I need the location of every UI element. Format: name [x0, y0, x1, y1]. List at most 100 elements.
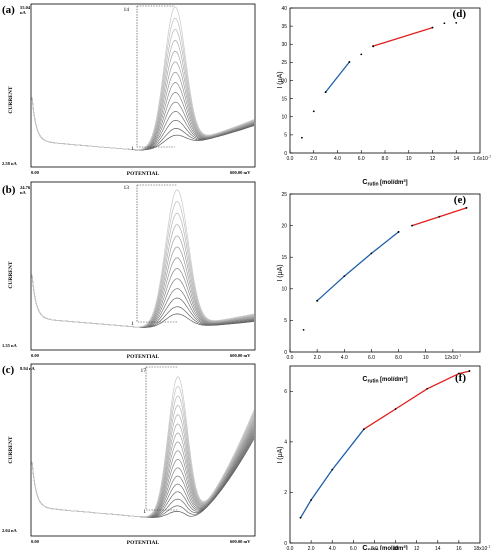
- voltammogram-curve: [31, 96, 255, 151]
- x-tick-label: 2.0: [310, 156, 317, 162]
- voltammogram-curve: [31, 433, 255, 518]
- voltammogram-curve: [31, 376, 255, 518]
- x-tick-label: 14: [453, 156, 459, 162]
- y-tick-label: 10: [281, 287, 287, 293]
- data-point: [302, 328, 305, 331]
- x-right-b: 600.00 mV: [230, 353, 251, 358]
- x-left-c: 0.00: [31, 539, 40, 544]
- top-unit-a: nA: [20, 10, 27, 15]
- x-axis-title-unit: [mol/dm: [380, 180, 403, 186]
- voltammogram-curve: [31, 422, 255, 518]
- data-point: [465, 207, 468, 209]
- x-tick-label: 4.0: [334, 156, 341, 162]
- x-axis-title-unit: [mol/dm: [380, 546, 403, 550]
- calibration-plot-d: (d) 0 5 10 15 20 25 30 35 40 0.0 2.0 4.0 6.0 8.0 10 12 14…: [277, 6, 491, 188]
- x-title-b: POTENTIAL: [127, 354, 160, 360]
- y-tick-label: 30: [281, 42, 287, 48]
- voltammogram-curve: [31, 426, 255, 518]
- x-tick-label: 10: [406, 156, 412, 162]
- voltammogram-curve: [31, 429, 255, 518]
- bottom-value-c: 2.04 nA: [2, 528, 18, 533]
- x-axis-title-end: ]: [406, 180, 408, 186]
- x-axis-title-unit: [mol/dm: [380, 377, 403, 383]
- plot-frame: [289, 365, 481, 544]
- fit-line: [316, 231, 400, 302]
- x-tick-label: 12: [430, 156, 436, 162]
- voltammogram-curve: [31, 18, 255, 151]
- voltammogram-curve: [31, 6, 255, 151]
- voltammogram-curve: [31, 268, 255, 328]
- voltammogram-curve: [31, 420, 255, 518]
- fit-point: [310, 499, 313, 501]
- x-tick-label: 16: [456, 546, 462, 550]
- bottom-value-b: 1.35 nA: [2, 343, 18, 348]
- data-point: [411, 224, 414, 227]
- y-tick-label: 6: [284, 389, 287, 395]
- voltammogram-curve: [31, 96, 255, 151]
- panel-label-a: (a): [2, 4, 15, 16]
- x-axis-title: Crutin[mol/dm3]: [362, 178, 407, 188]
- voltammogram-curve: [31, 274, 255, 328]
- y-axis-title: I (μA): [277, 446, 284, 463]
- peak-range-bracket: [136, 184, 177, 323]
- data-point: [300, 136, 303, 139]
- y-tick-label: 25: [281, 60, 287, 66]
- fit-point: [343, 275, 346, 278]
- x-axis-title-superscript: 3: [403, 544, 406, 549]
- fit-point: [370, 252, 373, 255]
- bracket-bottom-a: 1: [131, 146, 134, 152]
- x-tick-label: 0.0: [287, 355, 294, 361]
- data-point: [468, 370, 471, 372]
- y-tick-label: 0: [284, 151, 287, 157]
- frame-b: [30, 181, 256, 351]
- y-tick-label: 4: [284, 440, 287, 446]
- fit-point: [457, 372, 460, 375]
- voltammogram-curve: [31, 92, 255, 151]
- y-tick-label: 5: [284, 133, 287, 139]
- fit-point: [431, 26, 434, 29]
- voltammogram-b: (b) 24.76 nA 1.35 nA CURRENT 0.00 600.00…: [2, 181, 256, 360]
- data-point: [324, 91, 327, 93]
- fit-point: [331, 468, 334, 471]
- voltammogram-curve: [31, 414, 255, 518]
- x-tick-label: 6.0: [368, 355, 375, 361]
- y-tick-label: 10: [281, 115, 287, 121]
- voltammogram-curve: [31, 257, 255, 328]
- panel-label-b: (b): [2, 184, 16, 196]
- fit-point: [362, 428, 365, 431]
- voltammogram-c: (c) 8.94 nA 2.04 nA CURRENT 0.00 600.00 …: [2, 363, 256, 546]
- fit-line: [300, 428, 365, 519]
- data-point: [443, 22, 446, 25]
- fit-line: [372, 26, 433, 47]
- voltammogram-curve: [31, 212, 255, 328]
- fit-point: [426, 387, 429, 390]
- curve-family-a: [31, 5, 255, 151]
- panel-label: (e): [454, 194, 467, 206]
- voltammogram-curve: [31, 395, 255, 518]
- x-tick-label: 6.0: [358, 156, 365, 162]
- x-tick-label: 2.0: [314, 355, 321, 361]
- panel-label-c: (c): [2, 364, 15, 376]
- voltammogram-curve: [31, 96, 255, 151]
- x-tick-label: 0.0: [287, 156, 294, 162]
- voltammogram-curve: [31, 431, 255, 518]
- y-tick-label: 2: [284, 490, 287, 496]
- x-tick-label: 12x10-7: [444, 354, 461, 361]
- voltammogram-curve: [31, 82, 255, 151]
- x-tick-label: 12: [414, 546, 420, 550]
- y-axis-title: I (μA): [277, 71, 284, 88]
- voltammogram-curve: [31, 274, 255, 328]
- voltammogram-a: (a) 55.04 nA 2.58 nA CURRENT 0.00 600.00…: [2, 3, 256, 177]
- x-tick-label: 8.0: [382, 156, 389, 162]
- y-title-b: CURRENT: [8, 261, 14, 289]
- y-tick-label: 5: [284, 318, 287, 324]
- x-tick-label-end: 1.6x10-7: [473, 155, 491, 162]
- x-right-a: 600.00 mV: [230, 170, 251, 175]
- top-value-a: 55.04: [20, 5, 31, 10]
- x-axis-title-superscript: 3: [403, 375, 406, 380]
- voltammogram-curve: [31, 72, 255, 151]
- bracket-bottom-b: 1: [131, 321, 134, 327]
- x-tick-label-end: 18x10-7: [474, 545, 491, 550]
- voltammogram-curve: [31, 189, 255, 328]
- voltammogram-curve: [31, 427, 255, 518]
